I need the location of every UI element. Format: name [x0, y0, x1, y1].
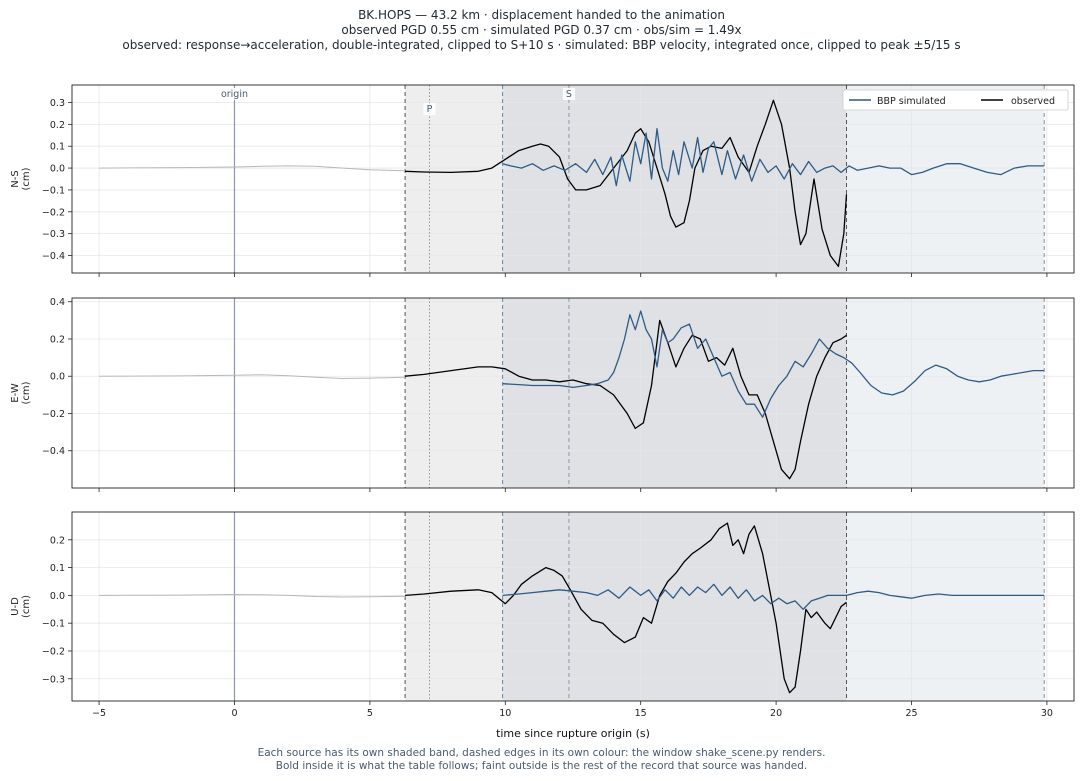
footer-line-1: Each source has its own shaded band, das… — [257, 747, 826, 759]
title-line-3: observed: response→acceleration, double-… — [122, 38, 961, 52]
y-tick-label: 0.0 — [50, 164, 65, 175]
y-tick-label: −0.1 — [42, 619, 65, 630]
legend-label-observed: observed — [1011, 96, 1055, 107]
observed-trace-faint — [99, 594, 406, 598]
observed-trace — [405, 319, 847, 480]
y-axis-label-line: U-D — [10, 597, 21, 616]
observed-trace-faint — [99, 165, 406, 172]
simulated-window-band — [846, 85, 1045, 273]
observed-window-band — [405, 512, 503, 701]
simulated-trace — [502, 128, 1045, 187]
panel-2: 0.4 0.2 0.0 −0.2 −0.4 E-W(cm) — [10, 297, 1075, 492]
x-tick-label: −5 — [92, 708, 106, 719]
origin-marker-label-bg — [212, 88, 257, 100]
origin-marker-label: origin — [221, 89, 248, 100]
observed-trace — [405, 522, 847, 694]
panel-3: 0.2 0.1 0.0 −0.1 −0.2 −0.3 U-D(cm) −5 0 5 10 15 20 25… — [10, 511, 1075, 740]
y-tick-label: −0.2 — [42, 409, 65, 420]
y-axis-label: N-S(cm) — [10, 167, 32, 190]
legend-box — [842, 89, 1069, 111]
footer-line-2: Bold inside it is what the table follows… — [275, 760, 808, 772]
x-axis-label: time since rupture origin (s) — [496, 727, 650, 740]
y-tick-label: 0.4 — [50, 297, 65, 308]
y-tick-label: −0.1 — [42, 185, 65, 196]
simulated-trace — [502, 310, 1045, 418]
x-tick-label: 0 — [231, 708, 237, 719]
legend-label-simulated: BBP simulated — [877, 96, 946, 107]
y-axis-label: U-D(cm) — [10, 595, 32, 618]
p-arrival-label: P — [427, 104, 433, 115]
y-axis-label-line: (cm) — [21, 595, 32, 618]
x-tick-label: 25 — [905, 708, 917, 719]
y-tick-label: −0.2 — [42, 646, 65, 657]
y-tick-label: −0.4 — [42, 251, 65, 262]
p-arrival-label-bg — [423, 103, 436, 115]
y-tick-label: 0.2 — [50, 535, 65, 546]
x-tick-label: 30 — [1041, 708, 1053, 719]
overlap-window-band — [502, 298, 847, 488]
y-tick-label: 0.1 — [50, 142, 65, 153]
overlap-window-band — [502, 512, 847, 701]
y-tick-label: −0.2 — [42, 207, 65, 218]
y-axis-label-line: E-W — [10, 383, 21, 403]
y-tick-label: −0.3 — [42, 674, 65, 685]
x-tick-label: 10 — [499, 708, 511, 719]
y-tick-label: 0.3 — [50, 98, 65, 109]
x-tick-label: 5 — [367, 708, 373, 719]
y-axis-label: E-W(cm) — [10, 381, 32, 404]
chart-footer: Each source has its own shaded band, das… — [0, 747, 1083, 773]
y-tick-label: 0.0 — [50, 591, 65, 602]
s-arrival-label-bg — [562, 88, 576, 100]
y-tick-label: −0.4 — [42, 446, 65, 457]
simulated-trace — [502, 583, 1045, 610]
chart-header: BK.HOPS — 43.2 km · displacement handed … — [0, 8, 1083, 53]
panel-frame — [71, 511, 1075, 702]
s-arrival-label: S — [566, 89, 572, 100]
simulated-window-band — [846, 298, 1045, 488]
y-axis-label-line: (cm) — [21, 167, 32, 190]
x-tick-label: 20 — [770, 708, 782, 719]
legend: BBP simulated observed — [842, 89, 1069, 111]
observed-trace — [405, 99, 848, 268]
panel-frame — [71, 297, 1075, 489]
y-tick-label: 0.1 — [50, 563, 65, 574]
y-tick-label: −0.3 — [42, 229, 65, 240]
y-tick-label: 0.2 — [50, 120, 65, 131]
observed-window-band — [405, 85, 503, 273]
y-tick-label: 0.0 — [50, 372, 65, 383]
observed-trace-faint — [99, 374, 406, 379]
panel-1: 0.3 0.2 0.1 0.0 −0.1 −0.2 −0.3 −0.4 N-S(cm) origi… — [10, 84, 1075, 277]
y-axis-label-line: (cm) — [21, 381, 32, 404]
observed-window-band — [405, 298, 503, 488]
y-tick-label: 0.2 — [50, 334, 65, 345]
panel-frame — [71, 84, 1075, 274]
y-axis-label-line: N-S — [10, 170, 21, 187]
overlap-window-band — [502, 85, 847, 273]
simulated-window-band — [846, 512, 1045, 701]
title-line-1: BK.HOPS — 43.2 km · displacement handed … — [358, 8, 725, 22]
x-tick-label: 15 — [635, 708, 647, 719]
title-line-2: observed PGD 0.55 cm · simulated PGD 0.3… — [341, 23, 742, 37]
